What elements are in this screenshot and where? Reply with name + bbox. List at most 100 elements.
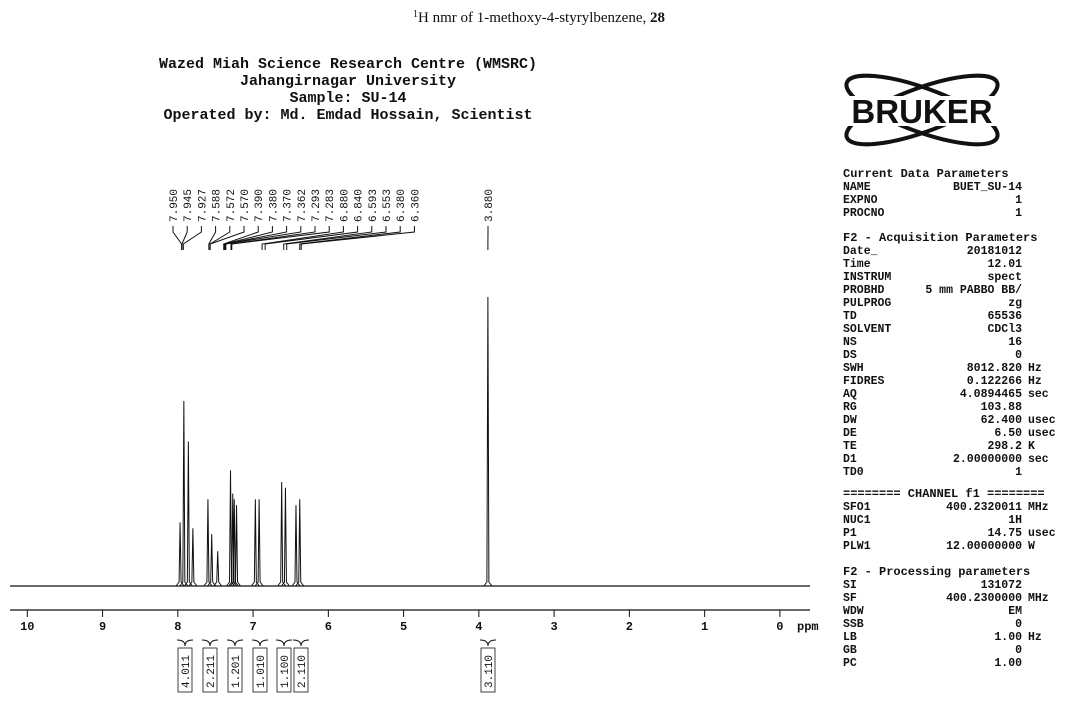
peak-label: 7.572 xyxy=(226,189,238,222)
integral-bracket xyxy=(226,639,244,647)
param-name: SOLVENT xyxy=(843,323,891,336)
param-name: SFO1 xyxy=(843,501,871,514)
param-unit: sec xyxy=(1028,453,1049,466)
peak-leader xyxy=(286,226,387,250)
integral-label: 1.010 xyxy=(256,655,268,688)
x-tick-label: 7 xyxy=(249,620,256,634)
param-value: 20181012 xyxy=(967,245,1022,258)
peak-label: 6.380 xyxy=(396,189,408,222)
peak xyxy=(483,296,493,587)
param-value: 400.2320011 xyxy=(946,501,1022,514)
param-value: 1H xyxy=(1008,514,1022,527)
peak-leader xyxy=(300,226,415,250)
peak-leader xyxy=(283,226,373,250)
integral-label: 3.110 xyxy=(484,655,496,688)
integral-box xyxy=(252,647,268,693)
integral-label: 2.211 xyxy=(206,655,218,688)
peak-label: 6.593 xyxy=(368,189,380,222)
param-name: AQ xyxy=(843,388,857,401)
x-tick-label: 2 xyxy=(626,620,633,634)
param-section-title: F2 - Acquisition Parameters xyxy=(843,231,1037,245)
integral-bracket xyxy=(479,639,497,647)
x-tick-label: 6 xyxy=(325,620,332,634)
header-line: Sample: SU-14 xyxy=(289,90,406,107)
param-name: NAME xyxy=(843,181,871,194)
param-name: TD0 xyxy=(843,466,864,479)
param-unit: usec xyxy=(1028,527,1056,540)
x-axis-label: ppm xyxy=(797,620,819,634)
peak-label: 6.840 xyxy=(354,189,366,222)
peak-label: 7.945 xyxy=(183,189,195,222)
x-tick-label: 1 xyxy=(701,620,708,634)
x-tick-label: 5 xyxy=(400,620,407,634)
header-line: Operated by: Md. Emdad Hossain, Scientis… xyxy=(163,107,532,124)
peak-leader xyxy=(208,226,217,250)
param-value: 1 xyxy=(1015,466,1022,479)
param-name: DE xyxy=(843,427,857,440)
logo: BRUKER xyxy=(842,73,1004,147)
param-value: 0 xyxy=(1015,349,1022,362)
param-value: spect xyxy=(987,271,1022,284)
param-value: 12.00000000 xyxy=(946,540,1022,553)
peak-label: 7.950 xyxy=(169,189,181,222)
param-name: DW xyxy=(843,414,857,427)
peak-leader xyxy=(209,226,245,250)
integral-bracket xyxy=(176,639,194,647)
param-name: PULPROG xyxy=(843,297,891,310)
param-section-title: F2 - Processing parameters xyxy=(843,565,1030,579)
param-value: 1.00 xyxy=(994,631,1022,644)
param-value: 12.01 xyxy=(987,258,1022,271)
peak xyxy=(213,551,223,587)
param-value: 298.2 xyxy=(987,440,1022,453)
param-unit: Hz xyxy=(1028,631,1042,644)
peak xyxy=(207,533,217,587)
param-value: 16 xyxy=(1008,336,1022,349)
param-value: 6.50 xyxy=(994,427,1022,440)
param-value: 8012.820 xyxy=(967,362,1022,375)
header-line: Wazed Miah Science Research Centre (WMSR… xyxy=(159,56,537,73)
param-section-title: ======== CHANNEL f1 ======== xyxy=(843,487,1045,501)
param-name: EXPNO xyxy=(843,194,878,207)
param-name: PROCNO xyxy=(843,207,885,220)
param-unit: sec xyxy=(1028,388,1049,401)
peak-label: 6.553 xyxy=(382,189,394,222)
peak-label: 7.588 xyxy=(212,189,224,222)
param-unit: MHz xyxy=(1028,501,1049,514)
peak-leader xyxy=(264,226,359,250)
peak-label: 3.880 xyxy=(484,189,496,222)
peak-label: 6.360 xyxy=(410,189,422,222)
integral-label: 4.011 xyxy=(181,655,193,688)
integral-bracket xyxy=(251,639,269,647)
peak-label: 7.380 xyxy=(268,189,280,222)
param-value: 62.400 xyxy=(981,414,1023,427)
logo-orbit xyxy=(844,73,1000,147)
integral-label: 1.100 xyxy=(280,655,292,688)
peak-leader xyxy=(231,226,330,250)
logo-orbit xyxy=(844,73,1000,147)
peak-label: 7.362 xyxy=(297,189,309,222)
param-value: 4.0894465 xyxy=(960,388,1022,401)
x-tick-label: 8 xyxy=(174,620,181,634)
param-name: PC xyxy=(843,657,857,670)
param-name: SI xyxy=(843,579,857,592)
param-name: NS xyxy=(843,336,857,349)
param-unit: Hz xyxy=(1028,375,1042,388)
peak xyxy=(254,499,264,587)
x-tick-label: 3 xyxy=(551,620,558,634)
peak-label: 7.283 xyxy=(325,189,337,222)
param-name: INSTRUM xyxy=(843,271,891,284)
peak-leader xyxy=(224,226,288,250)
param-unit: Hz xyxy=(1028,362,1042,375)
param-value: 1 xyxy=(1015,207,1022,220)
caption: 1H nmr of 1-methoxy-4-styrylbenzene, 28 xyxy=(413,9,665,26)
param-value: 65536 xyxy=(987,310,1022,323)
param-name: P1 xyxy=(843,527,857,540)
caption-number: 28 xyxy=(650,10,665,26)
integral-label: 2.110 xyxy=(297,655,309,688)
peak-leader xyxy=(230,226,316,250)
param-name: LB xyxy=(843,631,857,644)
param-value: 5 mm PABBO BB/ xyxy=(925,284,1022,297)
integral-label: 1.201 xyxy=(231,655,243,688)
peak-label: 7.370 xyxy=(283,189,295,222)
